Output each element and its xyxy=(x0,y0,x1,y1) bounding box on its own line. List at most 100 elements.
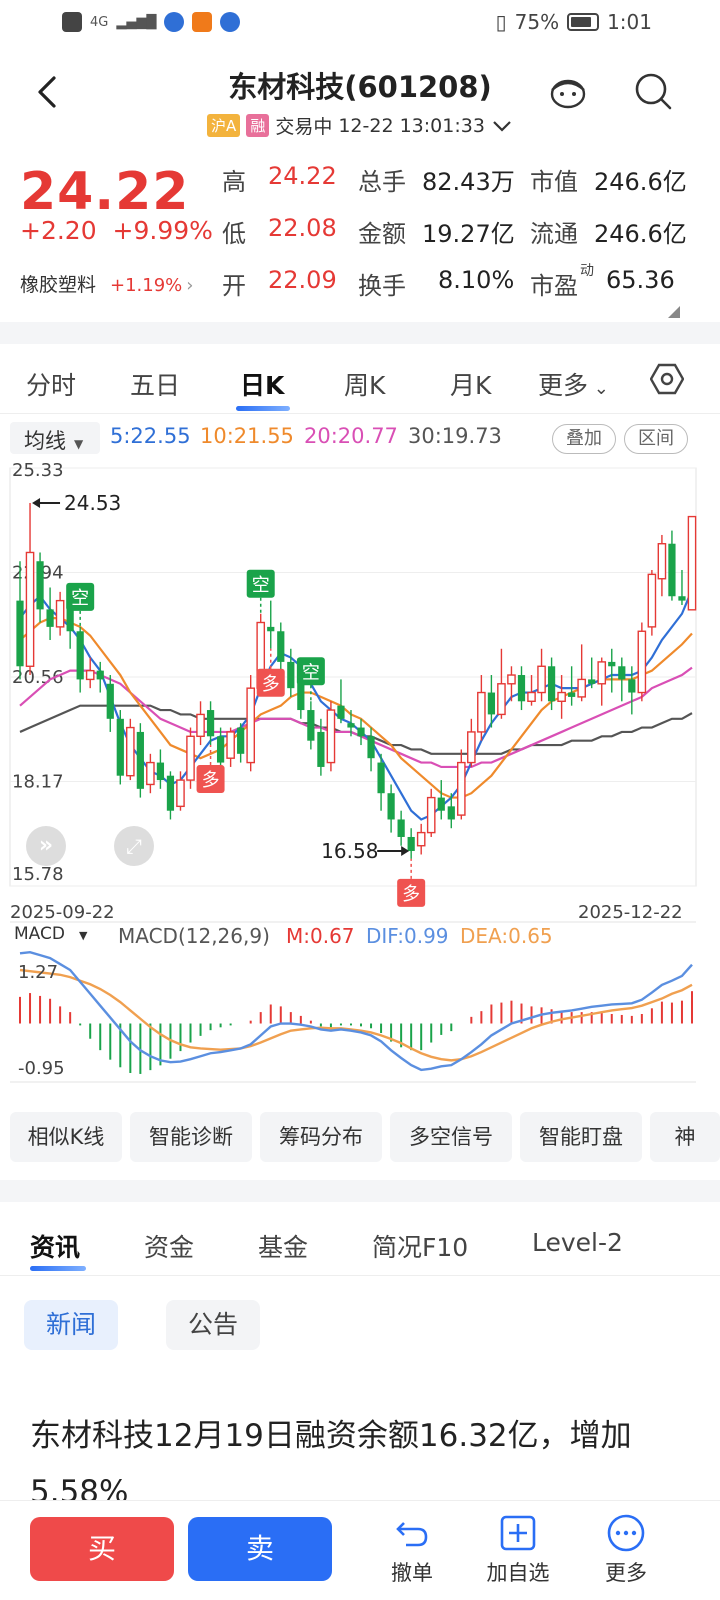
search-icon[interactable] xyxy=(632,70,676,114)
chevron-down-icon[interactable] xyxy=(491,119,513,133)
candle-body-up xyxy=(657,543,667,580)
tab-monthly-k[interactable]: 月K xyxy=(450,371,492,400)
chip-news[interactable]: 新闻 xyxy=(24,1300,118,1350)
tab-fund[interactable]: 基金 xyxy=(258,1233,309,1262)
signal-label: 多 xyxy=(202,770,220,791)
tab-news-info[interactable]: 资讯 xyxy=(30,1233,81,1262)
market-cap-value: 246.6亿 xyxy=(594,168,687,196)
candle-body-up xyxy=(637,630,647,694)
indicator-selector[interactable]: 均线 ▼ xyxy=(10,422,100,454)
macd-selector[interactable]: MACD ▼ xyxy=(14,924,110,952)
app-notification-icon-2 xyxy=(220,12,241,32)
ma5-label: 5:22.55 xyxy=(110,424,191,448)
volume-value: 82.43万 xyxy=(422,168,515,196)
tab-five-day[interactable]: 五日 xyxy=(130,371,181,400)
candle-body-down xyxy=(106,683,114,719)
candle-body-up xyxy=(196,713,205,738)
cancel-order-button[interactable]: 撤单 xyxy=(372,1513,452,1587)
long-short-signal-button[interactable]: 多空信号 xyxy=(390,1112,512,1162)
tab-level2[interactable]: Level-2 xyxy=(532,1228,623,1257)
tab-funds[interactable]: 资金 xyxy=(144,1233,195,1262)
ma10-label: 10:21.55 xyxy=(200,424,294,448)
industry-percent: +1.19% xyxy=(110,275,183,296)
quote-row: 开 22.09 换手 8.10% 市盈 动 65.36 xyxy=(222,263,702,318)
tab-weekly-k[interactable]: 周K xyxy=(344,371,386,400)
buy-button[interactable]: 买 xyxy=(30,1517,174,1581)
candle-body-down xyxy=(46,609,54,627)
signal-badge xyxy=(66,582,95,611)
low-marker-arrowhead xyxy=(401,845,410,856)
candle-body-down xyxy=(407,836,415,851)
tab-more[interactable]: 更多 ⌄ xyxy=(538,366,609,402)
macd-y-tick: -0.95 xyxy=(18,1058,65,1079)
tab-daily-k[interactable]: 日K xyxy=(240,371,285,400)
candle-body-down xyxy=(36,561,44,610)
tab-f10[interactable]: 简况F10 xyxy=(372,1233,469,1262)
y-tick-label: 15.78 xyxy=(12,864,64,885)
overlay-button[interactable]: 叠加 xyxy=(552,424,616,454)
margin-tag: 融 xyxy=(246,114,270,137)
candle-body-down xyxy=(517,675,526,702)
candle-body-down xyxy=(547,666,556,702)
tab-intraday[interactable]: 分时 xyxy=(26,371,77,400)
add-watchlist-label: 加自选 xyxy=(486,1561,550,1585)
candle-body-down xyxy=(357,727,365,737)
chevron-right-icon: › xyxy=(186,275,194,296)
candle-body-down xyxy=(136,731,144,789)
high-label: 高 xyxy=(222,168,246,196)
candle-body-down xyxy=(337,705,345,719)
candle-body-up xyxy=(326,709,336,764)
candle-body-up xyxy=(25,551,35,667)
section-divider xyxy=(0,322,720,344)
settings-icon[interactable] xyxy=(650,362,684,396)
back-arrow-icon[interactable] xyxy=(30,74,66,110)
market-tag: 沪A xyxy=(207,114,241,137)
industry-link[interactable]: 橡胶塑料 +1.19% › xyxy=(20,270,193,297)
signal-badge xyxy=(246,569,275,598)
expand-corner-icon[interactable] xyxy=(668,306,680,318)
expand-chart-button[interactable]: ⤢ xyxy=(114,826,154,866)
trading-status-line[interactable]: 沪A 融 交易中 12-22 13:01:33 xyxy=(0,112,720,139)
candle-body-up xyxy=(55,599,65,628)
analysis-tools: 相似K线 智能诊断 筹码分布 多空信号 智能盯盘 神 xyxy=(0,1112,720,1168)
low-marker-label: 16.58 xyxy=(321,839,378,863)
current-price: 24.22 xyxy=(20,162,190,222)
similar-kline-button[interactable]: 相似K线 xyxy=(10,1112,122,1162)
sell-button[interactable]: 卖 xyxy=(188,1517,332,1581)
candle-body-up xyxy=(85,669,95,681)
chevron-down-icon: ⌄ xyxy=(588,378,609,399)
candle-body-up xyxy=(126,726,135,777)
candle-body-down xyxy=(297,683,305,711)
clock: 1:01 xyxy=(607,10,652,34)
candle-body-down xyxy=(618,666,626,680)
kline-chart[interactable]: 25.3322.9420.5618.1715.7824.5316.58空空空多多… xyxy=(0,458,720,1098)
range-button[interactable]: 区间 xyxy=(624,424,688,454)
quote-row: 低 22.08 金额 19.27亿 流通 246.6亿 xyxy=(222,214,702,266)
candle-body-up xyxy=(647,573,657,628)
chip-distribution-button[interactable]: 筹码分布 xyxy=(260,1112,382,1162)
low-label: 低 xyxy=(222,220,246,248)
signal-label: 空 xyxy=(302,662,320,683)
open-label: 开 xyxy=(222,272,246,300)
y-tick-label: 18.17 xyxy=(12,772,64,793)
undo-icon xyxy=(396,1522,428,1547)
chip-announcement[interactable]: 公告 xyxy=(166,1300,260,1350)
more-tool-button[interactable]: 神 xyxy=(650,1112,720,1162)
candle-body-up xyxy=(497,683,506,716)
video-app-icon xyxy=(192,12,213,32)
x-end-date: 2025-12-22 xyxy=(578,902,683,923)
add-watchlist-button[interactable]: 加自选 xyxy=(478,1513,558,1587)
battery-icon xyxy=(567,13,600,31)
dropdown-triangle-icon: ▼ xyxy=(78,929,88,942)
fast-forward-button[interactable]: » xyxy=(26,826,66,866)
add-square-icon xyxy=(500,1515,536,1551)
smart-diagnosis-button[interactable]: 智能诊断 xyxy=(130,1112,252,1162)
candle-body-up xyxy=(416,831,426,847)
smart-monitor-button[interactable]: 智能盯盘 xyxy=(520,1112,642,1162)
more-actions-button[interactable]: 更多 xyxy=(586,1513,666,1587)
high-marker-label: 24.53 xyxy=(64,491,121,515)
dif-line xyxy=(19,950,693,1072)
kline-svg[interactable]: 25.3322.9420.5618.1715.7824.5316.58空空空多多… xyxy=(0,458,720,1098)
mascot-icon[interactable] xyxy=(546,70,590,114)
quote-panel: 24.22 +2.20 +9.99% 橡胶塑料 +1.19% › 高 24.22 总… xyxy=(0,142,720,322)
